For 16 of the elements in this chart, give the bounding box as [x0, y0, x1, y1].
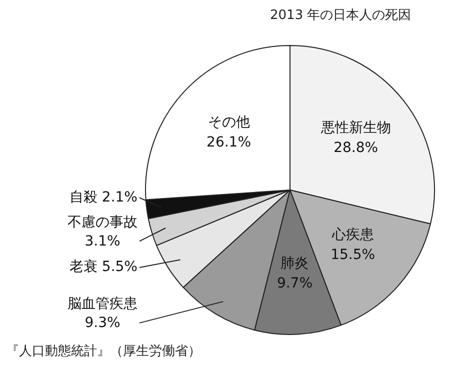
- text: 『人口動態統計』（厚生労働省）: [6, 343, 201, 360]
- data-label: 15.5%: [330, 247, 376, 264]
- slice-label: 不慮の事故: [68, 214, 138, 230]
- slice-label: 自殺 2.1%: [69, 189, 138, 206]
- slice-label: 老衰 5.5%: [69, 259, 138, 276]
- slice-label: 心疾患: [330, 227, 374, 244]
- data-label: 9.7%: [276, 275, 313, 292]
- data-label: 26.1%: [206, 134, 252, 150]
- chart-title: 2013 年の日本人の死因: [270, 7, 412, 24]
- slice-label: 悪性新生物: [320, 120, 391, 136]
- data-label: 28.8%: [334, 140, 378, 156]
- data-label: 3.1%: [84, 233, 120, 250]
- slice-label: 肺炎: [280, 255, 309, 272]
- data-label: 9.3%: [84, 315, 120, 332]
- slice-label: その他: [208, 114, 250, 130]
- slice-label: 脳血管疾患: [68, 296, 138, 312]
